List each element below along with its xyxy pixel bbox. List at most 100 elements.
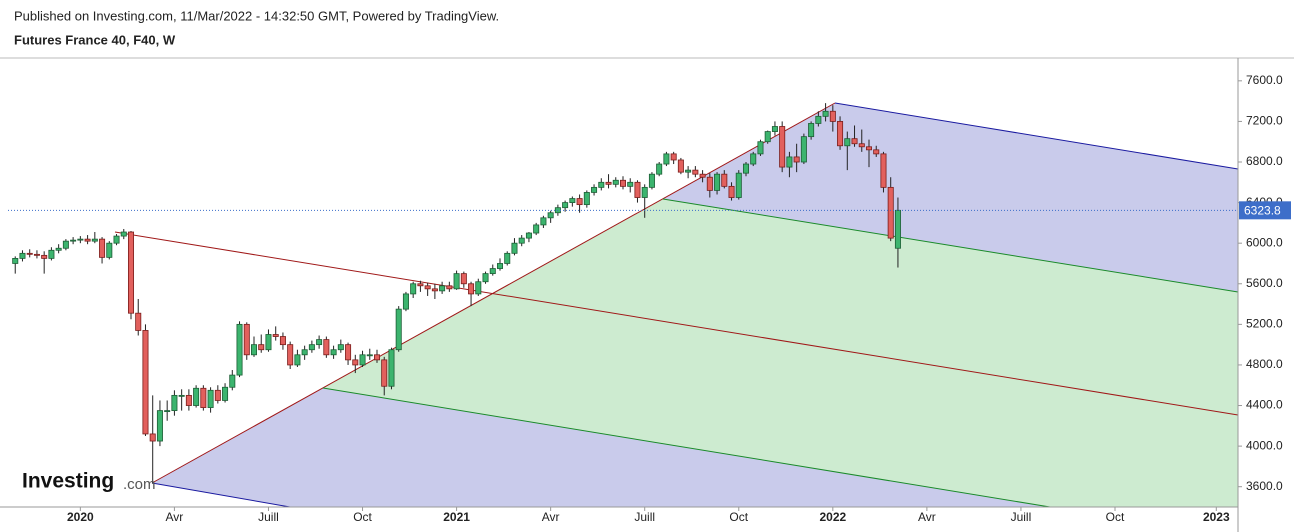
x-tick-label: 2023 (1203, 510, 1230, 524)
candle-body (894, 209, 901, 249)
candle-body (453, 273, 460, 290)
candle-body (301, 349, 308, 356)
candle-body (258, 344, 265, 351)
candle-body (808, 123, 815, 138)
candle-body (837, 121, 844, 147)
candle-body (663, 153, 670, 165)
candle-body (207, 389, 214, 408)
candle-body (728, 185, 735, 198)
candle-body (793, 156, 800, 163)
candle-body (265, 334, 272, 351)
candle-body (468, 283, 475, 295)
candle-body (475, 281, 482, 295)
y-tick-label: 3600.0 (1246, 479, 1283, 493)
candle-body (815, 115, 822, 124)
lower-zone (152, 388, 1050, 507)
candle-body (149, 433, 156, 442)
candle-body (540, 217, 547, 226)
logo: Investing (22, 470, 114, 493)
candle-body (120, 231, 127, 237)
candle-body (757, 141, 764, 155)
published-note: Published on Investing.com, 11/Mar/2022 … (14, 8, 499, 23)
candle-body (113, 235, 120, 244)
candle-body (699, 173, 706, 178)
candle-body (294, 354, 301, 366)
pitchfork (114, 102, 1239, 508)
candle-body (489, 268, 496, 275)
candle-body (200, 387, 207, 408)
candle-body (388, 349, 395, 387)
x-tick-label: Avr (542, 510, 560, 524)
candle-body (185, 394, 192, 406)
candle-body (381, 359, 388, 387)
candle-body (99, 238, 106, 258)
chart-title: Futures France 40, F40, W (14, 32, 176, 47)
candle-body (222, 386, 229, 401)
candle-body (619, 179, 627, 187)
x-tick-label: 2022 (819, 510, 846, 524)
y-tick-label: 6000.0 (1246, 235, 1283, 249)
upper-inner-line (662, 198, 1239, 293)
candle-body (482, 273, 489, 283)
candle-body (822, 110, 829, 117)
candle-body (627, 181, 634, 187)
x-tick-label: Avr (166, 510, 184, 524)
x-tick-label: 2021 (443, 510, 470, 524)
y-tick-label: 5200.0 (1246, 317, 1283, 331)
candle-body (417, 283, 424, 287)
handle-line (151, 102, 836, 484)
candle-body (547, 212, 554, 219)
candle-body (786, 156, 793, 168)
candle-body (844, 138, 851, 147)
candle-body (634, 181, 641, 198)
candle-body (250, 344, 258, 356)
x-tick-label: 2020 (67, 510, 94, 524)
last-price-label: 6323.8 (1244, 203, 1281, 217)
candle-body (829, 110, 836, 122)
candle-body (26, 252, 33, 255)
candle-body (764, 131, 771, 143)
candle-body (591, 186, 598, 193)
y-tick-label: 7200.0 (1246, 114, 1283, 128)
x-tick-label: Oct (729, 510, 748, 524)
candle-body (525, 232, 532, 239)
x-tick-label: Oct (353, 510, 372, 524)
x-tick-label: Oct (1106, 510, 1125, 524)
candle-body (352, 359, 359, 366)
candle-body (55, 247, 62, 251)
candle-body (873, 149, 880, 155)
candle-body (648, 173, 655, 188)
candle-body (243, 323, 250, 356)
candle-body (77, 238, 84, 241)
candle-body (714, 173, 721, 191)
candle-body (424, 285, 431, 290)
candle-body (511, 242, 518, 254)
candle-body (496, 263, 504, 269)
candle-body (178, 394, 185, 397)
candle-body (236, 323, 243, 376)
candle-body (12, 258, 19, 264)
logo-suffix: .com (123, 476, 156, 493)
median-line (114, 231, 1239, 416)
candle-body (504, 252, 511, 264)
candle-body (518, 237, 525, 244)
candle-body (851, 138, 858, 145)
candle-body (330, 349, 337, 356)
candle-body (431, 288, 438, 292)
candle-body (308, 344, 315, 351)
candle-body (229, 374, 236, 388)
candle-body (323, 339, 330, 356)
candle-body (446, 285, 453, 290)
candle-body (171, 394, 178, 412)
candle-body (800, 136, 807, 163)
candle-body (345, 344, 352, 361)
lower-tine (151, 482, 291, 508)
candle-body (410, 283, 417, 295)
y-tick-label: 4000.0 (1246, 438, 1283, 452)
candle-body (685, 169, 692, 173)
candle-body (460, 273, 467, 285)
candle-body (887, 186, 894, 239)
candle-body (62, 240, 69, 249)
candle-body (48, 249, 55, 259)
candle-body (70, 239, 77, 242)
